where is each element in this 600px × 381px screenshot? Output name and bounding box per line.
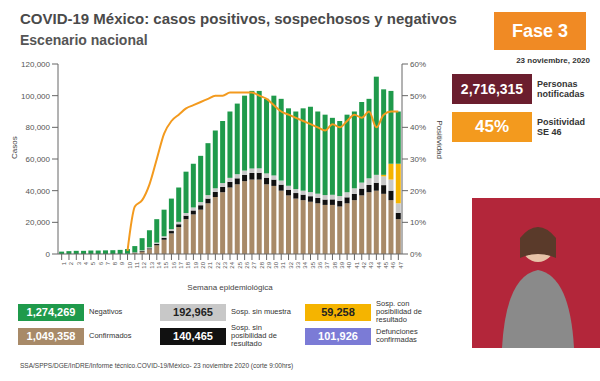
svg-text:Casos: Casos <box>10 136 19 159</box>
svg-text:37: 37 <box>324 261 330 268</box>
svg-text:15: 15 <box>163 261 169 268</box>
html-text:Sosp. sin muestra: Sosp. sin muestra <box>231 307 291 316</box>
html-text:Sosp. sin posibilidad de resul: Sosp. sin posibilidad de resultado <box>231 323 277 348</box>
svg-text:80,000: 80,000 <box>26 123 51 132</box>
html-text:Fase 3: Fase 3 <box>512 20 568 41</box>
html-text:1,274,269: 1,274,269 <box>26 306 76 318</box>
svg-text:3: 3 <box>76 261 82 265</box>
svg-text:35: 35 <box>310 261 316 268</box>
svg-text:20%: 20% <box>410 187 426 196</box>
svg-text:60%: 60% <box>410 60 426 69</box>
svg-text:26: 26 <box>244 261 250 268</box>
svg-text:27: 27 <box>251 261 257 268</box>
svg-text:42: 42 <box>361 261 367 268</box>
svg-text:Positividad: Positividad <box>435 120 444 159</box>
html-text:2,716,315: 2,716,315 <box>460 81 524 97</box>
svg-text:40: 40 <box>346 261 352 268</box>
html-text:101,926: 101,926 <box>318 330 358 342</box>
html-text:Negativos: Negativos <box>89 307 123 316</box>
svg-text:10%: 10% <box>410 218 426 227</box>
svg-text:34: 34 <box>302 261 308 268</box>
html-text:192,965: 192,965 <box>173 306 213 318</box>
svg-text:22: 22 <box>215 261 221 268</box>
svg-text:20: 20 <box>200 261 206 268</box>
html-text:1,049,358: 1,049,358 <box>26 330 76 342</box>
svg-text:43: 43 <box>368 261 374 268</box>
svg-text:12: 12 <box>141 261 147 268</box>
svg-text:31: 31 <box>280 261 286 268</box>
svg-text:0%: 0% <box>410 250 422 259</box>
svg-text:30: 30 <box>273 261 279 268</box>
svg-text:4: 4 <box>83 261 89 265</box>
svg-text:60,000: 60,000 <box>26 155 51 164</box>
svg-text:18: 18 <box>185 261 191 268</box>
svg-text:25: 25 <box>237 261 243 268</box>
svg-text:5: 5 <box>90 261 96 265</box>
svg-text:Semana epidemiológica: Semana epidemiológica <box>187 283 273 292</box>
svg-text:0: 0 <box>46 250 51 259</box>
svg-text:19: 19 <box>193 261 199 268</box>
svg-text:44: 44 <box>376 261 382 268</box>
svg-text:36: 36 <box>317 261 323 268</box>
svg-text:40%: 40% <box>410 123 426 132</box>
svg-text:50%: 50% <box>410 92 426 101</box>
svg-text:40,000: 40,000 <box>26 187 51 196</box>
svg-text:24: 24 <box>229 261 235 268</box>
svg-text:46: 46 <box>390 261 396 268</box>
svg-text:33: 33 <box>295 261 301 268</box>
svg-text:13: 13 <box>149 261 155 268</box>
svg-text:20,000: 20,000 <box>26 218 51 227</box>
svg-text:21: 21 <box>207 261 213 268</box>
html-text:23 noviembre, 2020: 23 noviembre, 2020 <box>516 56 590 65</box>
svg-text:23: 23 <box>222 261 228 268</box>
svg-text:10: 10 <box>127 261 133 268</box>
html-text:Defunciones confirmadas: Defunciones confirmadas <box>376 327 418 344</box>
svg-text:6: 6 <box>98 261 104 265</box>
svg-text:17: 17 <box>178 261 184 268</box>
svg-text:11: 11 <box>134 261 140 268</box>
svg-text:32: 32 <box>288 261 294 268</box>
svg-text:2: 2 <box>68 261 74 265</box>
html-text:Escenario nacional: Escenario nacional <box>20 32 148 48</box>
html-text:Confirmados: Confirmados <box>89 331 132 340</box>
html-text:SSA/SPPS/DGE/InDRE/Informe téc: SSA/SPPS/DGE/InDRE/Informe técnico.COVID… <box>20 362 294 369</box>
svg-text:29: 29 <box>266 261 272 268</box>
svg-text:8: 8 <box>112 261 118 265</box>
svg-text:7: 7 <box>105 261 111 265</box>
html-text:59,258: 59,258 <box>321 306 355 318</box>
svg-text:39: 39 <box>339 261 345 268</box>
svg-text:100,000: 100,000 <box>21 92 50 101</box>
svg-text:45: 45 <box>383 261 389 268</box>
svg-text:120,000: 120,000 <box>21 60 50 69</box>
html-text:Personas notificadas: Personas notificadas <box>537 79 585 99</box>
svg-text:16: 16 <box>171 261 177 268</box>
svg-text:9: 9 <box>119 261 125 265</box>
html-text:140,465: 140,465 <box>173 330 213 342</box>
svg-text:38: 38 <box>332 261 338 268</box>
svg-text:14: 14 <box>156 261 162 268</box>
svg-text:47: 47 <box>398 261 404 268</box>
html-text:COVID-19 México: casos positiv: COVID-19 México: casos positivos, sospec… <box>20 10 457 27</box>
html-text:Positividad SE 46: Positividad SE 46 <box>537 117 585 137</box>
svg-text:28: 28 <box>259 261 265 268</box>
svg-text:1: 1 <box>61 261 67 265</box>
svg-text:30%: 30% <box>410 155 426 164</box>
html-text:45%: 45% <box>475 117 509 136</box>
svg-text:41: 41 <box>354 261 360 268</box>
html-text:Sosp. con posibilidad de resul: Sosp. con posibilidad de resultado <box>376 299 422 324</box>
